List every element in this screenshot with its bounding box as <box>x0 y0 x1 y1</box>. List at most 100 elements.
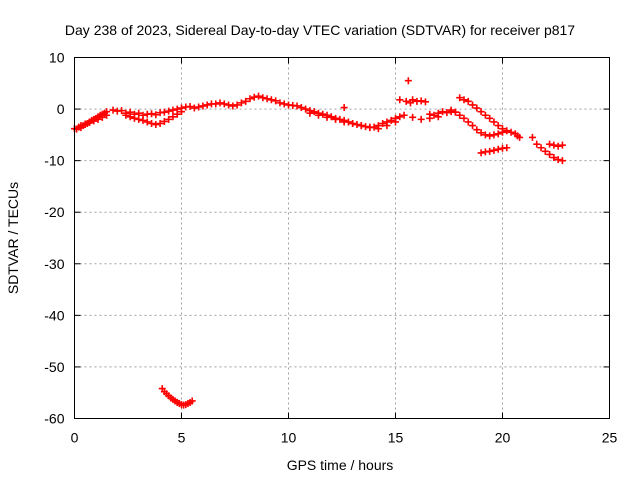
data-point <box>473 104 481 112</box>
data-point <box>160 117 168 125</box>
data-point <box>499 128 506 136</box>
data-point <box>212 100 220 108</box>
data-point <box>481 111 489 119</box>
data-point <box>503 144 511 152</box>
x-tick-label: 0 <box>71 430 79 446</box>
data-point <box>409 113 417 121</box>
y-tick-label: 10 <box>49 50 65 66</box>
data-point <box>152 121 160 129</box>
data-point <box>148 120 156 128</box>
data-point <box>188 397 196 405</box>
data-point <box>242 97 250 105</box>
data-point <box>267 96 275 104</box>
data-point <box>396 96 404 104</box>
data-point <box>237 99 245 107</box>
data-point <box>130 114 138 122</box>
data-point <box>81 120 89 128</box>
data-point <box>122 111 130 119</box>
data-point <box>250 93 258 101</box>
data-point <box>477 108 485 116</box>
data-point <box>366 123 374 131</box>
y-tick-label: 0 <box>57 101 65 117</box>
y-tick-label: -10 <box>44 153 64 169</box>
data-point <box>103 111 111 119</box>
data-point <box>94 115 102 123</box>
data-point <box>460 114 468 122</box>
data-point <box>165 107 173 115</box>
data-point <box>541 147 549 155</box>
data-point <box>554 142 562 150</box>
data-point <box>302 105 310 113</box>
data-point <box>490 131 498 139</box>
data-point <box>280 100 288 108</box>
data-point <box>516 133 524 141</box>
data-point <box>387 116 395 124</box>
data-point <box>195 103 203 111</box>
data-point <box>332 115 340 123</box>
data-point <box>464 118 472 126</box>
x-tick-label: 15 <box>388 430 404 446</box>
y-axis-label: SDTVAR / TECUs <box>5 182 21 294</box>
data-point <box>507 128 515 136</box>
data-point <box>396 113 404 121</box>
data-point <box>85 118 93 126</box>
data-point <box>421 98 429 106</box>
data-point <box>169 106 177 114</box>
x-tick-label: 5 <box>178 430 186 446</box>
data-point <box>276 99 284 107</box>
data-point <box>477 129 485 137</box>
data-point <box>340 104 348 112</box>
data-point <box>558 157 566 165</box>
data-point <box>160 108 168 116</box>
x-tick-label: 10 <box>281 430 297 446</box>
data-point <box>203 101 211 109</box>
data-point <box>490 118 498 126</box>
data-point <box>426 114 434 122</box>
data-point <box>456 111 464 119</box>
data-point <box>306 109 314 117</box>
data-point <box>486 147 494 155</box>
data-point <box>246 95 254 103</box>
data-point <box>494 122 502 130</box>
data-points <box>71 77 566 409</box>
data-point <box>443 109 451 117</box>
data-point <box>169 113 177 121</box>
data-point <box>165 115 173 123</box>
y-tick-label: -40 <box>44 307 64 323</box>
data-point <box>118 107 126 115</box>
data-point <box>353 121 361 129</box>
data-point <box>537 144 545 152</box>
data-point <box>447 106 455 114</box>
data-point <box>109 106 117 114</box>
data-point <box>400 111 408 119</box>
data-point <box>225 101 233 109</box>
x-axis-label: GPS time / hours <box>287 457 394 473</box>
data-point <box>255 92 263 100</box>
data-point <box>297 104 305 112</box>
data-point <box>546 140 554 148</box>
data-point <box>156 120 164 128</box>
x-tick-label: 20 <box>495 430 511 446</box>
data-point <box>143 118 151 126</box>
data-point <box>402 97 410 105</box>
data-point <box>190 104 198 112</box>
data-point <box>314 111 322 119</box>
data-point <box>464 97 472 105</box>
data-point <box>229 102 237 110</box>
data-point <box>430 111 438 119</box>
data-point <box>486 132 494 140</box>
y-tick-label: -30 <box>44 256 64 272</box>
data-point <box>98 113 106 121</box>
data-point <box>216 99 224 107</box>
data-point <box>135 109 143 117</box>
data-point <box>460 96 468 104</box>
y-tick-label: -50 <box>44 359 64 375</box>
data-point <box>199 102 207 110</box>
data-point <box>486 114 494 122</box>
data-point <box>439 108 447 116</box>
data-point <box>263 95 271 103</box>
data-point <box>409 96 417 104</box>
data-point <box>77 122 85 130</box>
data-point <box>473 126 481 134</box>
